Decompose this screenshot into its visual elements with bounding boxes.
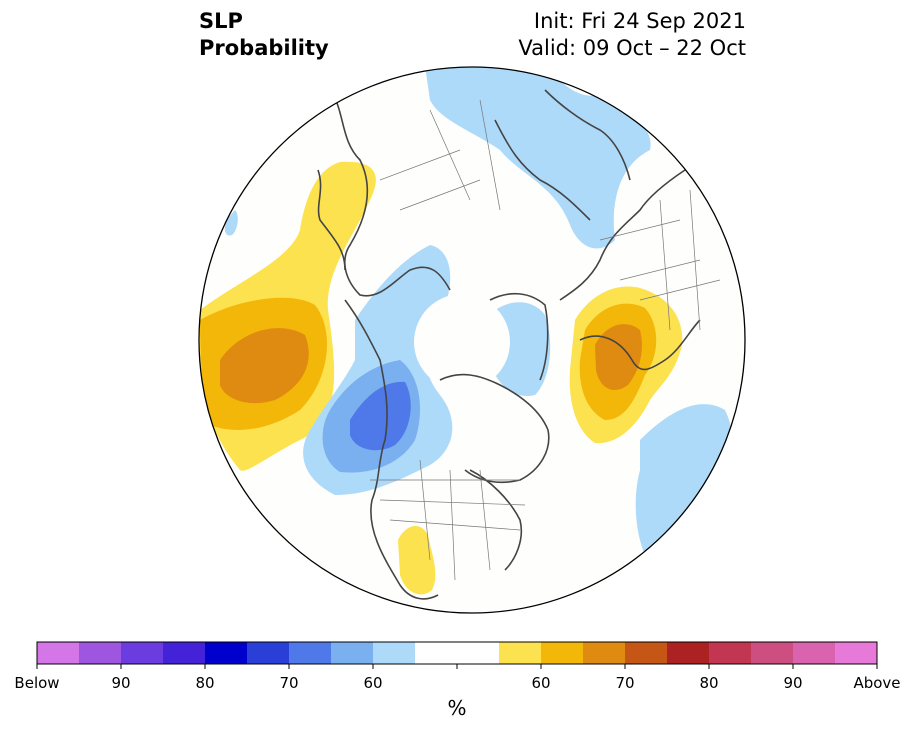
init-date: Init: Fri 24 Sep 2021 [533,9,746,33]
colorbar-cell [667,642,710,664]
title-line-1: SLP [199,9,243,33]
colorbar-tick-label: 60 [531,674,551,692]
colorbar-tick-label: 70 [615,674,635,692]
globe-outline [198,66,746,614]
coastlines [317,89,701,600]
colorbar-unit: % [447,696,467,720]
colorbar-cell [163,642,206,664]
above-region-mexico [398,525,436,595]
colorbar-cell [37,642,80,664]
colorbar-cell [331,642,374,664]
pole-area [414,294,510,390]
colorbar-cell [247,642,290,664]
colorbar-cell [835,642,878,664]
borders [370,99,721,581]
below-region-small [224,210,238,236]
colorbar-tick-label: Above [853,674,901,692]
colorbar-cell [373,642,416,664]
colorbar-cell [583,642,626,664]
colorbar-cell [709,642,752,664]
colorbar-cell [625,642,668,664]
colorbar-tick-label: 60 [363,674,383,692]
colorbar-cell [457,642,500,664]
colorbar-cell [79,642,122,664]
colorbar-cell [415,642,458,664]
above-region-pacific-80 [220,328,309,404]
colorbar-cell [793,642,836,664]
title-line-2: Probability [199,36,329,60]
colorbar-tick-label: Below [14,674,60,692]
map-title: SLP Probability [199,8,329,62]
above-region-europe-80 [595,324,642,390]
colorbar-tick-label: 80 [699,674,719,692]
below-region-na-80 [350,381,411,451]
below-region-siberia [425,67,651,249]
valid-range: Valid: 09 Oct – 22 Oct [518,36,746,60]
colorbar-cell [205,642,248,664]
colorbar-cell [751,642,794,664]
colorbar-tick-label: 80 [195,674,215,692]
colorbar-cell [121,642,164,664]
probability-shading [200,67,735,595]
colorbar-tick-label: 90 [111,674,131,692]
colorbar-cell [289,642,332,664]
colorbar-cell [541,642,584,664]
colorbar-cell [499,642,542,664]
colorbar-tick-label: 70 [279,674,299,692]
forecast-dates: Init: Fri 24 Sep 2021 Valid: 09 Oct – 22… [518,8,746,62]
colorbar-tick-label: 90 [783,674,803,692]
polar-map [198,66,746,614]
